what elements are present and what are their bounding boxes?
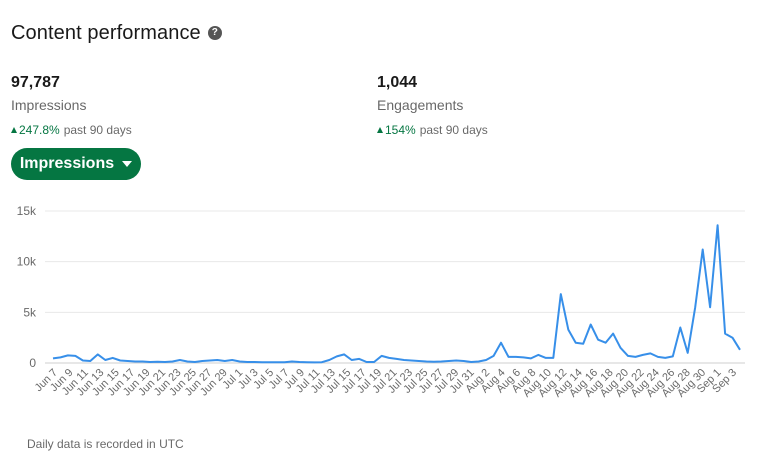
- question-circle-icon[interactable]: ?: [207, 25, 222, 40]
- engagements-change-percent: 154%: [385, 123, 416, 137]
- impressions-change-period: past 90 days: [63, 123, 132, 137]
- arrow-up-icon: [11, 127, 17, 133]
- engagements-label: Engagements: [377, 97, 464, 113]
- footnote: Daily data is recorded in UTC: [27, 437, 184, 451]
- y-tick-label: 0: [29, 356, 36, 370]
- arrow-up-icon: [377, 127, 383, 133]
- impressions-metric: 97,787 Impressions 247.8% past 90 days: [11, 74, 132, 137]
- impressions-value: 97,787: [11, 74, 60, 91]
- page-title: Content performance: [11, 22, 201, 44]
- engagements-value: 1,044: [377, 74, 418, 91]
- engagements-change-period: past 90 days: [419, 123, 488, 137]
- metric-selector-dropdown[interactable]: Impressions: [11, 148, 141, 180]
- y-tick-label: 10k: [17, 255, 37, 269]
- header: Content performance ?: [11, 22, 222, 45]
- y-tick-label: 15k: [17, 204, 37, 218]
- caret-down-icon: [122, 161, 133, 167]
- metric-selector-label: Impressions: [19, 155, 115, 172]
- impressions-series-line: [52, 224, 741, 364]
- engagements-change: 154% past 90 days: [377, 123, 488, 137]
- impressions-change: 247.8% past 90 days: [11, 123, 132, 137]
- engagements-metric: 1,044 Engagements 154% past 90 days: [377, 74, 488, 137]
- impressions-change-percent: 247.8%: [19, 123, 60, 137]
- y-tick-label: 5k: [23, 305, 37, 319]
- impressions-label: Impressions: [11, 97, 87, 113]
